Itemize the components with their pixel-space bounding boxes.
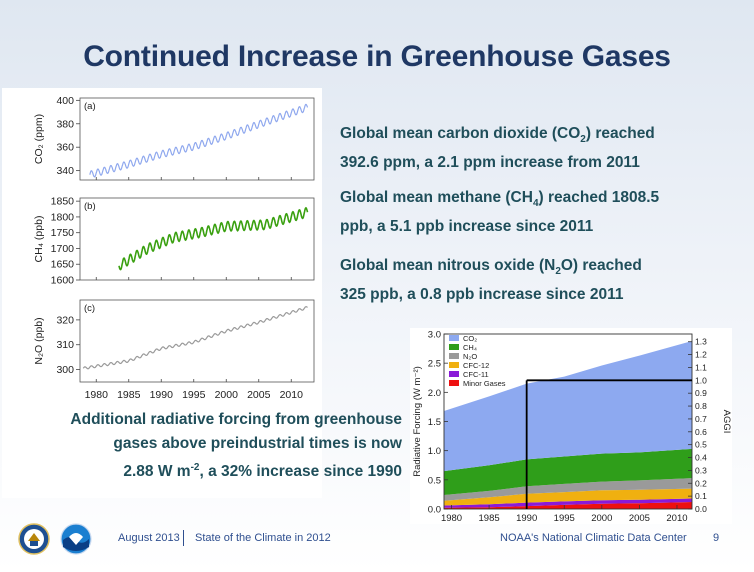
x-tick-label: 2010: [666, 513, 687, 524]
footer-page-number: 9: [713, 532, 720, 544]
y-tick-label: 2.0: [428, 388, 441, 399]
series-line: [118, 206, 309, 271]
area-ch-: [444, 448, 692, 495]
legend-label: CH₄: [463, 343, 477, 352]
y2-tick-label: 0.1: [695, 491, 707, 501]
legend-label: CFC-11: [463, 370, 489, 379]
ghg-concentration-panels: 340 360 380 400 (a) CO₂ (ppm) 1600 1650 1700 1750…: [2, 88, 322, 498]
x-tick-label: 1995: [182, 389, 206, 401]
panel-frame: [79, 197, 315, 281]
commerce-seal-icon: [18, 523, 50, 555]
y2-tick-label: 0.8: [695, 401, 707, 411]
legend-swatch: [449, 371, 459, 377]
footer-date: August 2013: [118, 532, 180, 544]
area-n-o: [444, 478, 692, 501]
y-tick-label: 1850: [51, 196, 75, 208]
panel-label: (a): [84, 101, 96, 112]
y2-tick-label: 1.1: [695, 362, 707, 372]
y-tick-label: 0.0: [428, 505, 441, 516]
x-tick-label: 2005: [247, 389, 271, 401]
legend-label: CFC-12: [463, 361, 489, 370]
panel-label: (c): [84, 303, 95, 314]
noaa-logo-icon: [60, 523, 92, 555]
y-tick-label: 1.0: [428, 446, 441, 457]
footer-report: State of the Climate in 2012: [195, 532, 331, 544]
area-cfc-11: [444, 498, 692, 508]
x-tick-label: 2000: [591, 513, 612, 524]
y-tick-label: 0.5: [428, 475, 441, 486]
y-tick-label: 2.5: [428, 359, 441, 370]
y-axis-label: Radiative Forcing (W m⁻²): [412, 366, 423, 477]
ch4-statement: Global mean methane (CH4) reached 1808.5…: [340, 189, 660, 236]
x-tick-label: 1990: [516, 513, 537, 524]
y2-tick-label: 1.2: [695, 350, 707, 360]
y2-tick-label: 0.0: [695, 504, 707, 514]
x-tick-label: 1990: [150, 389, 174, 401]
y-tick-label: 1.5: [428, 417, 441, 428]
y2-tick-label: 0.3: [695, 465, 707, 475]
footer-divider: [183, 530, 184, 546]
footer-org: NOAA's National Climatic Data Center: [500, 532, 687, 544]
y-tick-label: 300: [56, 364, 74, 376]
y-axis-label: CO₂ (ppm): [33, 114, 45, 164]
x-tick-label: 1980: [85, 389, 109, 401]
x-tick-label: 2000: [215, 389, 239, 401]
y-tick-label: 1750: [51, 227, 75, 239]
y2-tick-label: 0.7: [695, 414, 707, 424]
x-tick-label: 1985: [117, 389, 141, 401]
co2-statement: Global mean carbon dioxide (CO2) reached…: [340, 125, 655, 172]
y-tick-label: 1700: [51, 243, 75, 255]
x-tick-label: 2005: [629, 513, 650, 524]
y-tick-label: 1600: [51, 275, 75, 287]
y-tick-label: 400: [56, 95, 74, 107]
y-tick-label: 340: [56, 165, 74, 177]
x-tick-label: 1985: [479, 513, 500, 524]
x-tick-label: 1995: [554, 513, 575, 524]
legend-swatch: [449, 380, 459, 386]
series-line: [82, 306, 308, 370]
legend-swatch: [449, 353, 459, 359]
area-co-: [444, 341, 692, 472]
y2-tick-label: 1.0: [695, 375, 707, 385]
y2-tick-label: 0.4: [695, 453, 707, 463]
x-tick-label: 1980: [441, 513, 462, 524]
y-tick-label: 310: [56, 339, 74, 351]
forcing-statement: Additional radiative forcing from greenh…: [70, 411, 402, 481]
series-line: [89, 103, 309, 178]
legend-swatch: [449, 344, 459, 350]
legend-label: Minor Gases: [463, 379, 506, 388]
panel-frame: [79, 299, 315, 383]
x-tick-label: 2010: [280, 389, 304, 401]
y2-axis-label: AGGI: [721, 410, 732, 434]
y-tick-label: 3.0: [428, 330, 441, 341]
y-tick-label: 380: [56, 118, 74, 130]
area-cfc-12: [444, 488, 692, 506]
y2-tick-label: 0.5: [695, 440, 707, 450]
y2-tick-label: 1.3: [695, 337, 707, 347]
y-tick-label: 320: [56, 314, 74, 326]
panel-label: (b): [84, 201, 96, 212]
y-axis-label: N₂O (ppb): [33, 317, 45, 364]
y2-tick-label: 0.2: [695, 478, 707, 488]
y-axis-label: CH₄ (ppb): [33, 216, 45, 263]
y2-tick-label: 0.9: [695, 388, 707, 398]
legend-swatch: [449, 362, 459, 368]
slide-title: Continued Increase in Greenhouse Gases: [83, 40, 671, 73]
y-tick-label: 1800: [51, 211, 75, 223]
radiative-forcing-chart: 0.0 0.5 1.0 1.5 2.0 2.5 3.0 0.0 0.1 0.2 0.3 0.4 0.5 0…: [410, 328, 732, 524]
panel-frame: [79, 97, 315, 181]
legend-label: CO₂: [463, 334, 477, 343]
area-minor-gases: [444, 502, 692, 509]
n2o-statement: Global mean nitrous oxide (N2O) reached …: [340, 257, 642, 304]
legend-label: N₂O: [463, 352, 477, 361]
y-tick-label: 360: [56, 142, 74, 154]
legend-swatch: [449, 335, 459, 341]
y2-tick-label: 0.6: [695, 427, 707, 437]
y-tick-label: 1650: [51, 259, 75, 271]
